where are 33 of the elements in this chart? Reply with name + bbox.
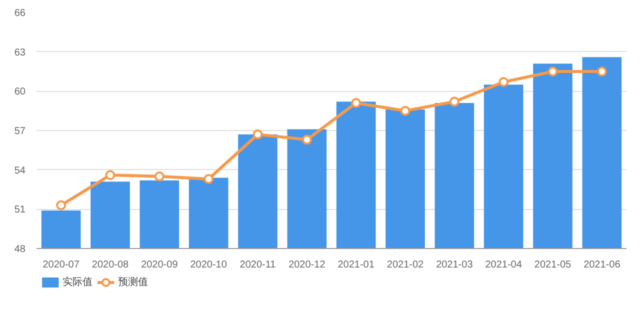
x-tick-label: 2020-09 — [141, 260, 178, 270]
legend-label: 预测值 — [118, 276, 148, 288]
point — [351, 98, 362, 108]
x-tick-label: 2021-05 — [534, 260, 572, 270]
x-tick-label: 2021-03 — [436, 260, 474, 270]
y-tick-label: 63 — [14, 47, 26, 58]
point — [548, 66, 558, 76]
x-tick-label: 2020-12 — [288, 260, 326, 270]
x-tick-label: 2021-02 — [386, 260, 424, 270]
x-tick-label: 2020-10 — [190, 260, 228, 270]
y-tick-label: 54 — [14, 165, 26, 176]
x-tick-label: 2020-07 — [42, 260, 80, 270]
x-tick-label: 2021-04 — [485, 260, 522, 270]
point — [252, 129, 263, 140]
y-tick-label: 66 — [14, 8, 26, 19]
point — [596, 66, 607, 76]
point — [498, 76, 509, 87]
y-tick-label: 57 — [14, 126, 26, 137]
x-tick-label: 2020-11 — [240, 260, 276, 270]
point — [400, 106, 410, 116]
point — [154, 171, 164, 182]
point — [302, 134, 312, 145]
point — [449, 96, 460, 107]
x-tick-label: 2020-08 — [92, 260, 130, 270]
legend-label: 实际值 — [62, 276, 92, 288]
x-tick-label: 2021-06 — [584, 260, 621, 270]
y-tick-label: 60 — [14, 86, 26, 98]
point — [56, 200, 66, 210]
y-tick-label: 48 — [14, 244, 26, 255]
point — [204, 174, 214, 184]
point — [105, 170, 116, 180]
x-tick-label: 2021-01 — [338, 260, 375, 270]
y-tick-label: 51 — [14, 204, 26, 216]
